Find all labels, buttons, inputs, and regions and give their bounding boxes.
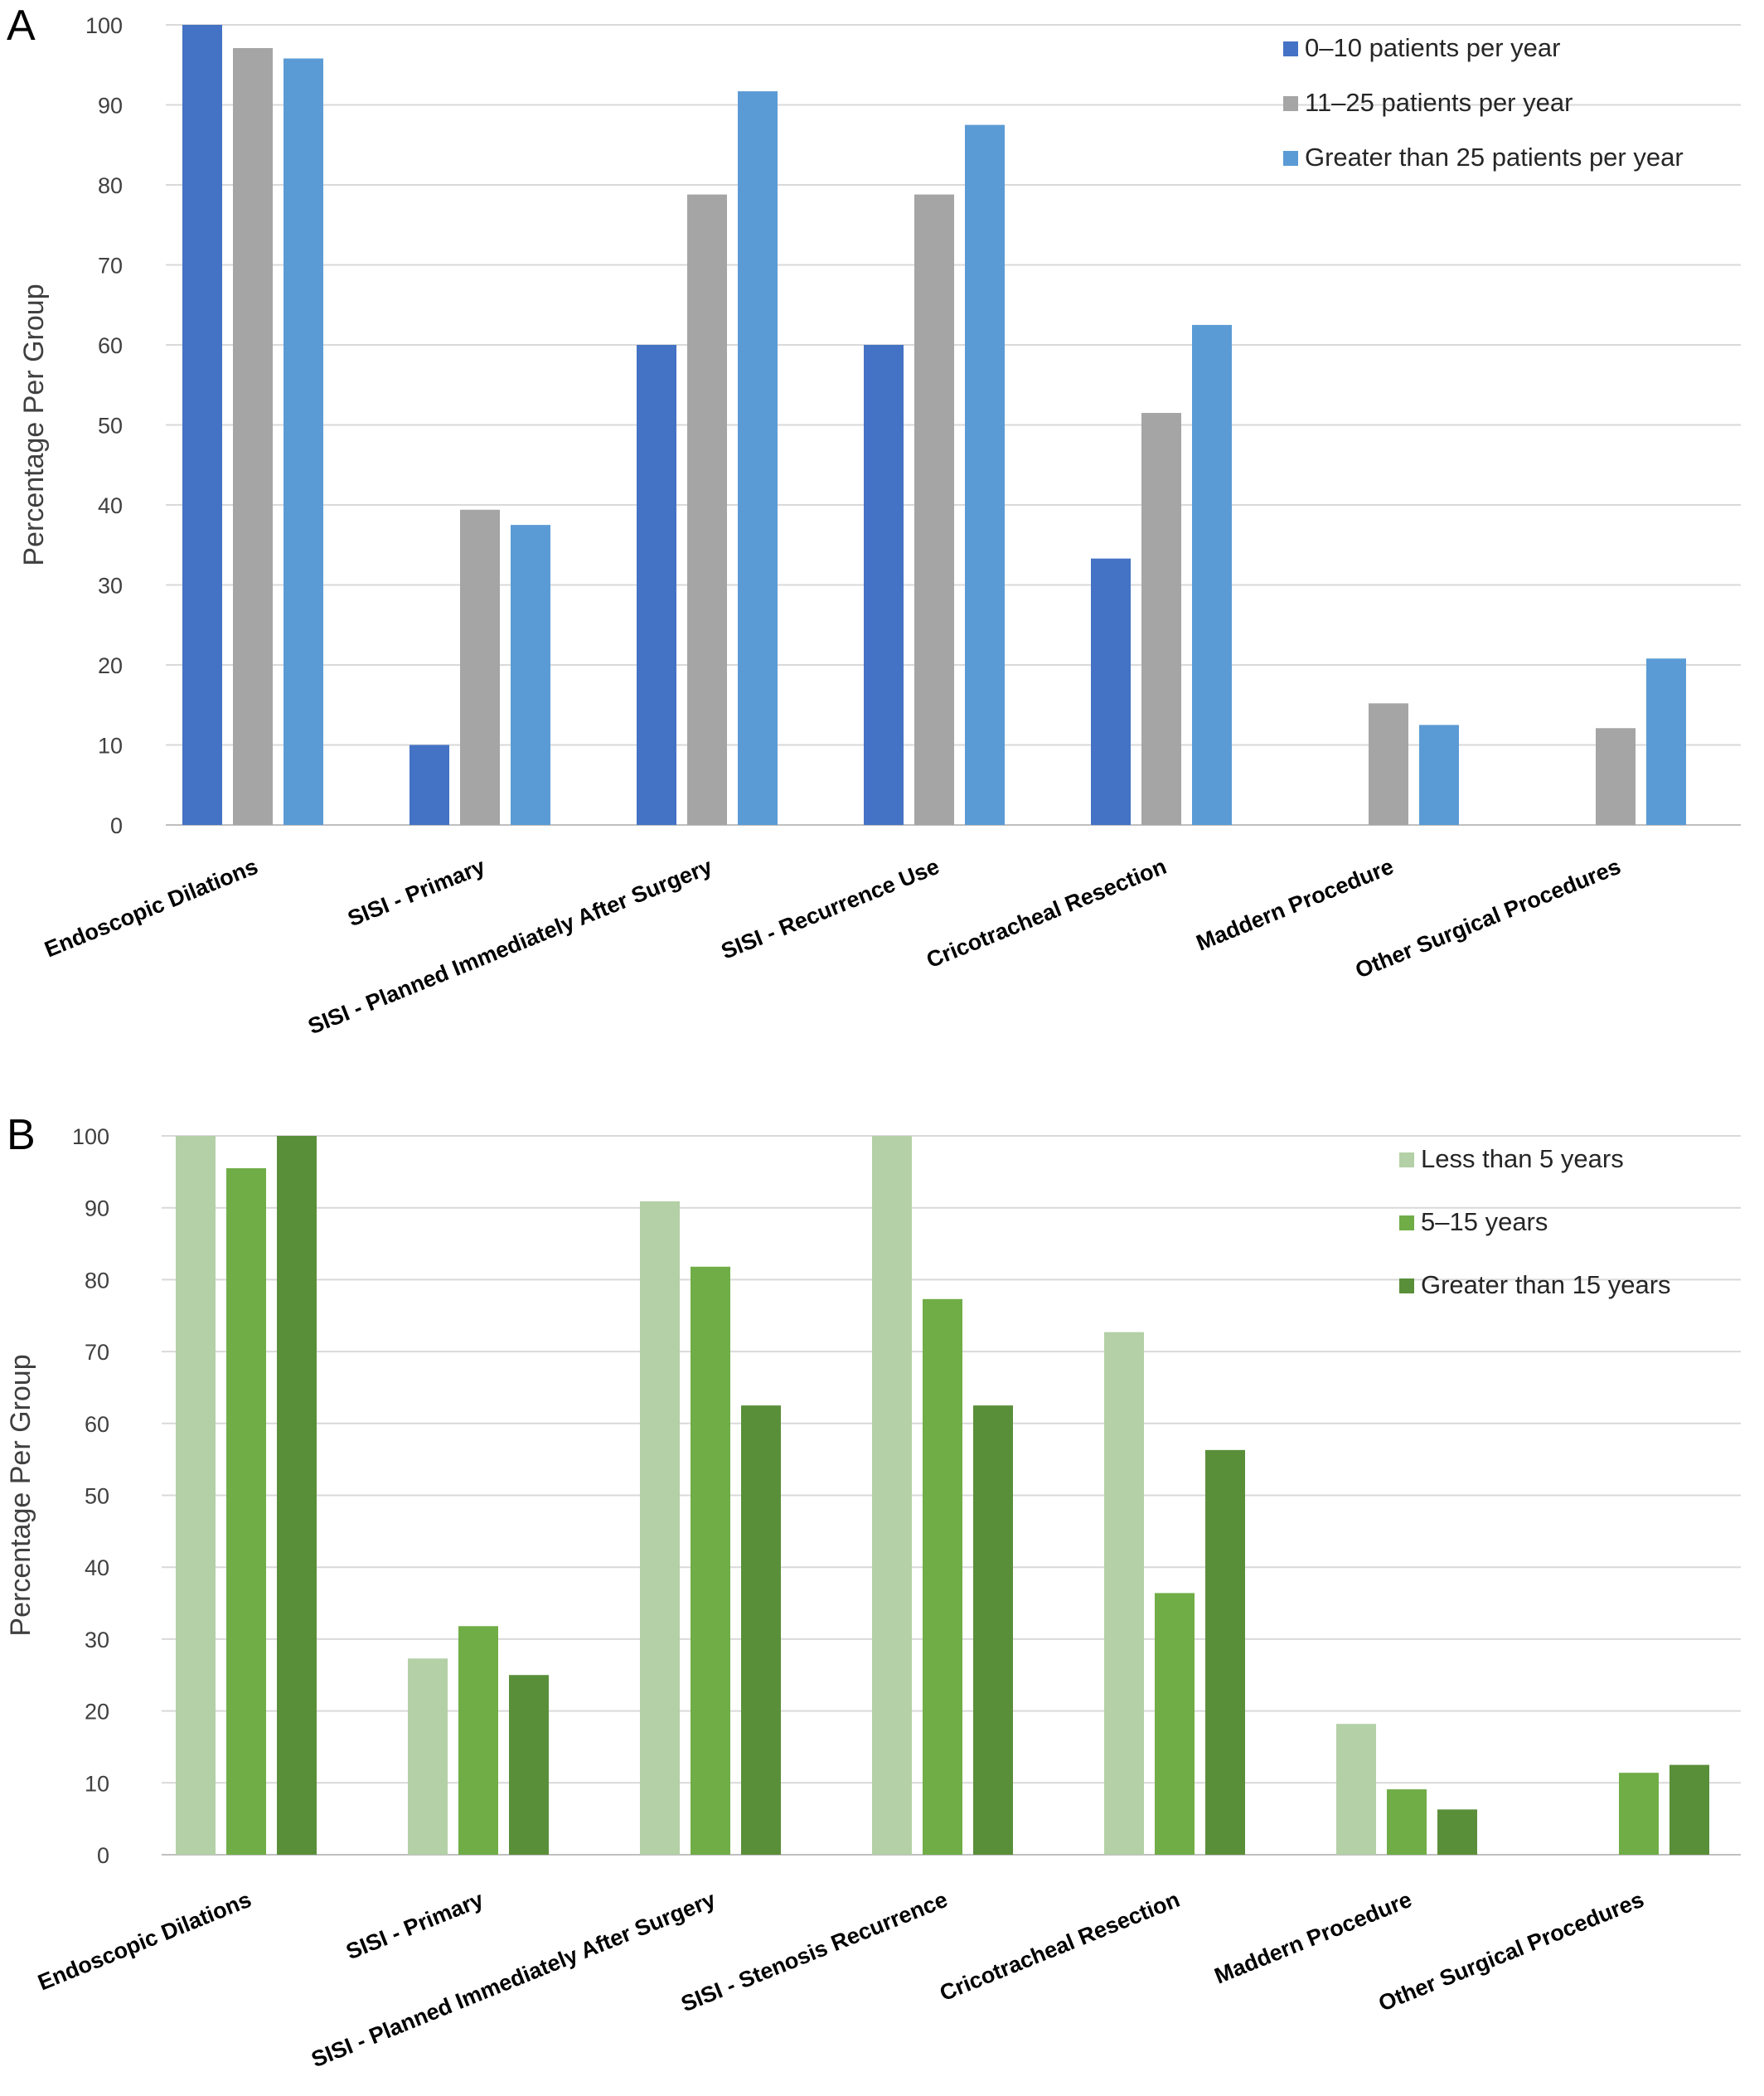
y-tick-label: 20 (98, 653, 123, 678)
y-tick-label: 100 (72, 1124, 109, 1149)
panel-letter: B (7, 1111, 36, 1159)
y-tick-label: 30 (98, 574, 123, 599)
bar (460, 509, 500, 825)
y-tick-label: 90 (98, 94, 123, 119)
legend-swatch (1399, 1152, 1414, 1167)
bar (687, 194, 727, 825)
legend-label: 0–10 patients per year (1305, 33, 1561, 62)
legend-label: 11–25 patients per year (1305, 88, 1573, 117)
y-tick-label: 70 (98, 254, 123, 279)
y-axis-label: Percentage Per Group (18, 284, 50, 565)
x-category-label: Endoscopic Dilations (34, 1887, 254, 1996)
legend-label: Greater than 15 years (1421, 1270, 1671, 1299)
bar (1192, 324, 1232, 825)
bar (1419, 725, 1459, 825)
x-category-label: Maddern Procedure (1193, 854, 1397, 956)
x-category-label: SISI - Stenosis Recurrence (677, 1887, 951, 2017)
legend-label: 5–15 years (1421, 1207, 1548, 1236)
legend-swatch (1283, 41, 1298, 56)
bar (226, 1168, 266, 1855)
bar (914, 194, 954, 825)
legend-label: Greater than 25 patients per year (1305, 143, 1684, 172)
bar (923, 1298, 962, 1855)
y-tick-label: 90 (85, 1196, 109, 1221)
x-category-label: Endoscopic Dilations (41, 854, 261, 963)
x-category-label: SISI - Primary (342, 1887, 487, 1965)
y-tick-label: 0 (97, 1843, 109, 1868)
bar (511, 525, 550, 825)
bar (277, 1136, 317, 1855)
bar (233, 47, 273, 826)
chart-panel-b: B 0 10 20 30 40 50 60 70 80 90 100 Percentage Per Gr… (5, 1111, 1741, 2072)
bar (1155, 1593, 1195, 1855)
x-category-label: Cricotracheal Resection (936, 1887, 1183, 2006)
y-tick-label: 50 (85, 1484, 109, 1509)
bar (1619, 1773, 1659, 1855)
y-tick-label: 60 (98, 333, 123, 358)
legend-swatch (1283, 96, 1298, 111)
x-category-label: Cricotracheal Resection (923, 854, 1170, 973)
bar (872, 1136, 912, 1855)
y-tick-label: 100 (85, 13, 123, 38)
x-category-label: SISI - Planned Immediately After Surgery (308, 1887, 719, 2073)
y-tick-label: 10 (98, 734, 123, 759)
bar (864, 345, 904, 825)
legend-swatch (1399, 1278, 1414, 1293)
bar (408, 1658, 448, 1855)
bar (738, 91, 778, 826)
bar (458, 1626, 498, 1855)
bar (973, 1405, 1013, 1855)
y-tick-label: 10 (85, 1771, 109, 1796)
legend-swatch (1399, 1215, 1414, 1230)
bar (1205, 1449, 1245, 1855)
bar (176, 1136, 216, 1855)
bar (182, 25, 222, 825)
chart-panel-a: A 0 10 20 30 40 50 60 70 80 90 100 Percentage Per Gr… (7, 2, 1741, 1039)
y-tick-label: 50 (98, 414, 123, 439)
legend-swatch (1283, 151, 1298, 166)
y-tick-label: 80 (85, 1268, 109, 1293)
y-tick-label: 40 (85, 1555, 109, 1580)
y-tick-label: 40 (98, 493, 123, 518)
bar (509, 1675, 549, 1855)
bar (1670, 1764, 1709, 1855)
x-category-label: SISI - Planned Immediately After Surgery (304, 854, 715, 1040)
legend-label: Less than 5 years (1421, 1144, 1624, 1173)
y-tick-label: 20 (85, 1700, 109, 1725)
x-category-label: Other Surgical Procedures (1375, 1887, 1647, 2016)
y-tick-label: 30 (85, 1628, 109, 1652)
bar (1646, 658, 1686, 825)
bar (1091, 558, 1131, 825)
legend: Less than 5 years 5–15 years Greater than … (1399, 1144, 1671, 1299)
bar (1336, 1724, 1376, 1855)
bar (640, 1201, 680, 1855)
x-category-label: Maddern Procedure (1211, 1887, 1415, 1989)
legend: 0–10 patients per year 11–25 patients per… (1283, 33, 1684, 172)
y-axis-label: Percentage Per Group (5, 1354, 36, 1636)
y-tick-label: 60 (85, 1412, 109, 1437)
y-tick-label: 70 (85, 1340, 109, 1365)
bar (965, 124, 1005, 825)
bar (637, 345, 676, 825)
y-tick-label: 0 (110, 813, 123, 838)
bar (741, 1405, 781, 1855)
bar (1387, 1789, 1427, 1855)
bar (691, 1266, 730, 1855)
bar (1596, 728, 1636, 825)
bar (1437, 1809, 1477, 1855)
bar (1141, 413, 1181, 825)
panel-letter: A (7, 2, 36, 50)
bar (410, 745, 449, 825)
y-tick-label: 80 (98, 173, 123, 198)
bar (1104, 1332, 1144, 1855)
bar (1369, 703, 1408, 825)
bar (284, 58, 323, 825)
x-category-label: SISI - Primary (344, 854, 488, 932)
x-category-label: SISI - Recurrence Use (718, 854, 943, 964)
